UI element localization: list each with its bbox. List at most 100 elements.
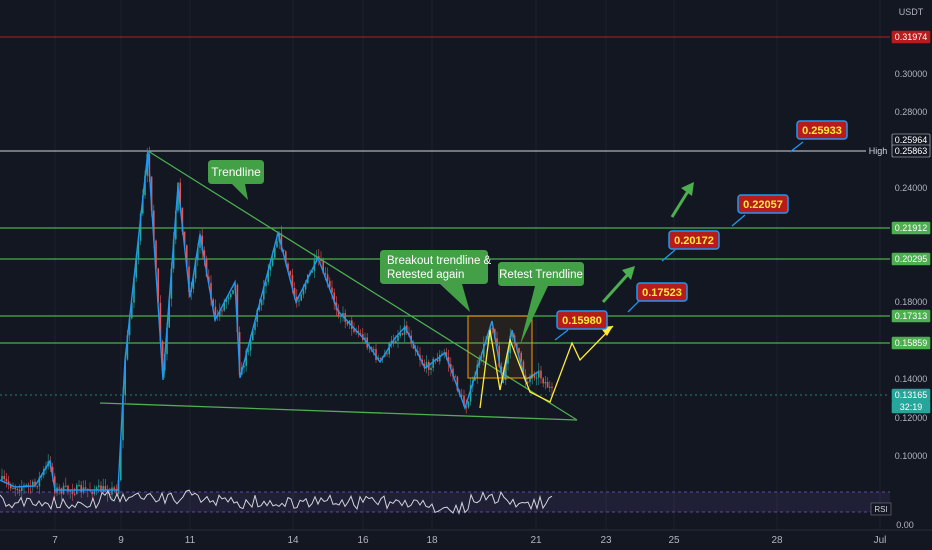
breakout-box[interactable]	[467, 315, 533, 379]
ascending-base-trendline[interactable]	[99, 402, 578, 421]
candle-body	[395, 340, 397, 343]
rsi-label: RSI	[874, 505, 887, 514]
candle-body	[379, 357, 382, 359]
candle-body	[183, 231, 186, 246]
candle-body	[38, 477, 41, 487]
candle-body	[172, 239, 175, 269]
y-tick-label: 0.14000	[895, 374, 928, 384]
zigzag-pattern[interactable]	[0, 150, 539, 491]
arrow-up-icon	[622, 266, 635, 280]
candle-body	[69, 490, 71, 492]
target-label[interactable]: 0.25933	[796, 120, 848, 140]
candle-body	[285, 251, 287, 264]
time-axis[interactable]: 7 9 11 14 16 18 21 23 25 28 Jul	[0, 529, 932, 546]
candle-body	[203, 250, 206, 259]
candle-body	[102, 486, 104, 493]
projection-path[interactable]	[479, 325, 614, 409]
target-label[interactable]: 0.22057	[737, 194, 789, 214]
target-labels: 0.15980 0.17523 0.20172 0.22057 0.25933	[556, 120, 848, 330]
candle-body	[529, 377, 531, 382]
candle-body	[3, 475, 5, 480]
candle-body	[276, 241, 278, 248]
candle-body	[51, 466, 54, 477]
x-tick-label: 18	[426, 535, 438, 546]
candle-body	[258, 305, 261, 310]
candle-body	[538, 370, 540, 378]
candle-body	[432, 358, 434, 368]
candle-body	[452, 368, 454, 377]
candle-body	[161, 341, 164, 371]
candle-body	[425, 362, 428, 369]
candle-body	[527, 381, 529, 383]
candle-body	[403, 325, 406, 335]
candle-body	[73, 493, 76, 495]
candle-body	[375, 349, 377, 360]
candle-body	[260, 299, 263, 306]
candle-body	[113, 487, 115, 489]
candle-body	[524, 375, 527, 382]
candle-body	[223, 301, 225, 311]
candle-body	[291, 275, 294, 288]
candle-body	[496, 338, 498, 347]
candle-body	[491, 328, 494, 330]
target-label[interactable]: 0.20172	[668, 230, 720, 250]
candle-body	[461, 394, 463, 396]
candle-body	[177, 182, 179, 211]
target-label[interactable]: 0.17523	[636, 282, 688, 302]
candle-body	[91, 491, 93, 495]
candle-body	[348, 320, 351, 325]
candle-body	[146, 154, 148, 176]
candle-body	[131, 302, 133, 319]
candle-body	[27, 484, 30, 486]
candle-body	[181, 207, 184, 232]
candle-body	[263, 286, 265, 300]
candle-body	[324, 273, 327, 275]
candle-body	[25, 484, 27, 486]
x-tick-label: 28	[771, 535, 783, 546]
y-tick-label: 0.10000	[895, 451, 928, 461]
target-label[interactable]: 0.15980	[556, 310, 608, 330]
descending-trendline[interactable]	[147, 150, 578, 421]
price-axis[interactable]: USDT 0.30000 0.28000 0.24000 0.18000 0.14000…	[866, 0, 932, 530]
candle-body	[315, 256, 318, 261]
candle-body	[155, 240, 157, 269]
trendline-callout[interactable]: Trendline	[208, 160, 264, 200]
candle-body	[485, 341, 487, 344]
candle-body	[373, 349, 375, 351]
candle-body	[80, 485, 82, 493]
retest-callout[interactable]: Retest Trendline	[498, 262, 584, 345]
candle-body	[5, 479, 8, 482]
retest-label: Retest Trendline	[499, 269, 583, 281]
candle-body	[166, 327, 168, 355]
y-tick-label: 0.24000	[895, 183, 928, 193]
candle-body	[474, 377, 476, 381]
candle-body	[280, 233, 283, 250]
price-label-text: 0.20295	[895, 254, 928, 264]
candle-body	[230, 293, 232, 298]
candle-body	[16, 488, 19, 490]
candle-body	[254, 321, 256, 331]
candle-body	[133, 277, 135, 303]
candle-body	[498, 346, 500, 367]
rsi-pane[interactable]	[0, 489, 890, 515]
rsi-axis-value: 0.00	[896, 520, 914, 530]
y-tick-label: 0.28000	[895, 107, 928, 117]
candle-body	[122, 395, 124, 441]
candle-body	[390, 340, 393, 344]
candle-body	[322, 261, 324, 274]
candle-body	[192, 278, 195, 289]
candle-body	[346, 321, 349, 325]
candle-body	[388, 343, 390, 355]
x-tick-label: 7	[52, 535, 58, 546]
candle-body	[243, 365, 245, 368]
candle-body	[269, 265, 272, 271]
candle-body	[282, 249, 285, 252]
vertical-grid	[54, 0, 881, 530]
candle-body	[137, 240, 140, 259]
candle-body	[65, 485, 67, 487]
candle-body	[21, 487, 23, 492]
candle-body	[265, 281, 267, 287]
breakout-callout[interactable]: Breakout trendline & Retested again	[380, 250, 492, 312]
target-pointers	[554, 141, 804, 341]
